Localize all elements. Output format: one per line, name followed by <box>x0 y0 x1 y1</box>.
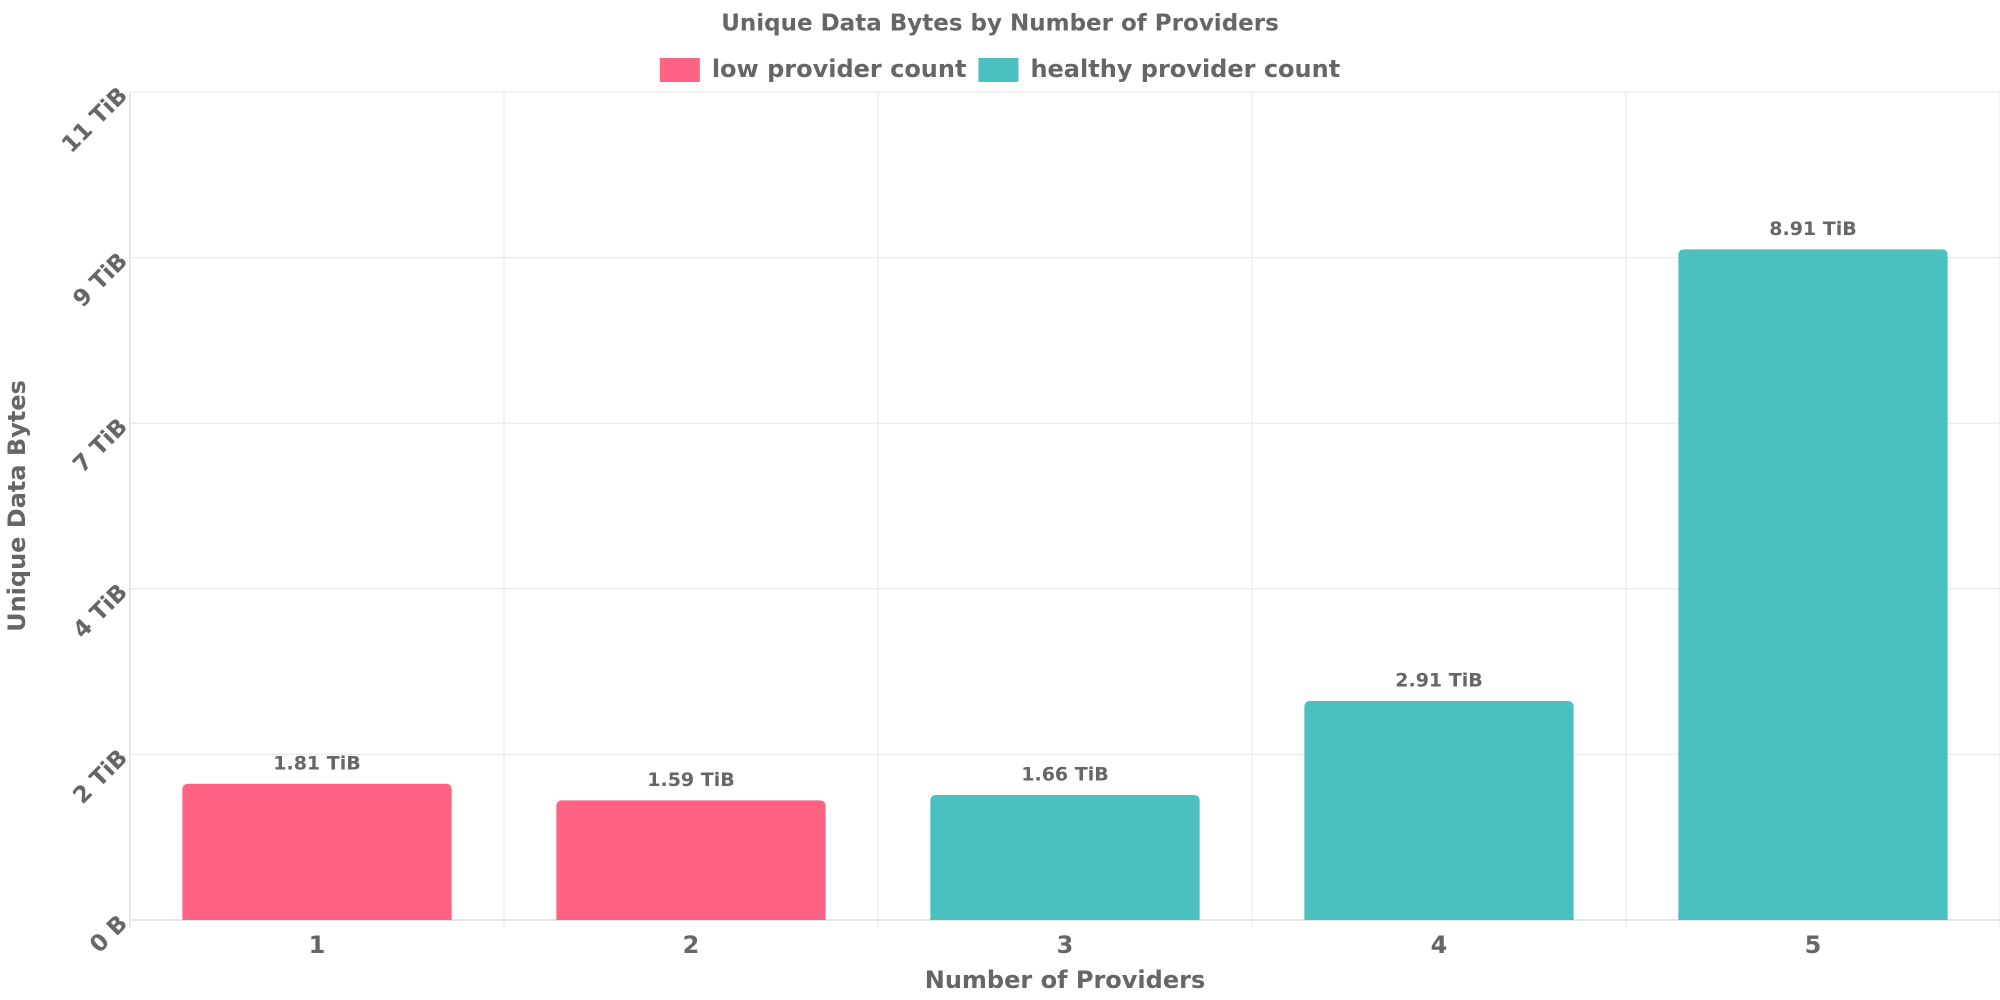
x-tick-label: 2 <box>683 931 700 959</box>
legend-swatch <box>659 58 700 82</box>
bar <box>930 795 1200 920</box>
legend: low provider count healthy provider count <box>659 55 1340 83</box>
value-label: 1.66 TiB <box>1021 764 1108 786</box>
x-tick-label: 1 <box>309 931 326 959</box>
value-label: 1.81 TiB <box>273 752 360 774</box>
y-tick-label: 2 TiB <box>68 745 132 809</box>
chart-title: Unique Data Bytes by Number of Providers <box>721 11 1279 37</box>
y-tick-label: 4 TiB <box>68 579 132 643</box>
legend-swatch <box>978 58 1019 82</box>
legend-label: low provider count <box>712 55 967 83</box>
y-tick-label: 9 TiB <box>68 248 132 312</box>
value-label: 8.91 TiB <box>1769 218 1856 240</box>
y-tick-label: 11 TiB <box>57 82 133 158</box>
bar <box>1304 700 1574 920</box>
y-axis-label: Unique Data Bytes <box>3 380 31 632</box>
bar <box>556 800 826 920</box>
legend-label: healthy provider count <box>1030 55 1340 83</box>
y-tick-label: 0 B <box>85 910 133 958</box>
value-label: 1.59 TiB <box>647 769 734 791</box>
x-tick-label: 4 <box>1431 931 1448 959</box>
value-label: 2.91 TiB <box>1395 669 1482 691</box>
x-tick-label: 3 <box>1057 931 1074 959</box>
bar <box>1678 249 1948 920</box>
bar <box>182 783 452 920</box>
x-tick-label: 5 <box>1805 931 1822 959</box>
x-axis-label: Number of Providers <box>925 966 1205 994</box>
y-tick-label: 7 TiB <box>68 414 132 478</box>
